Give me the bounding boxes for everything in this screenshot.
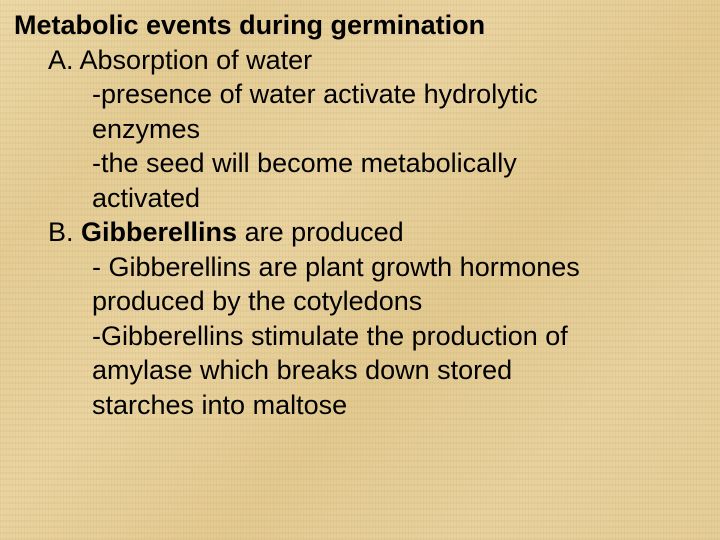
text-run: -Gibberellins stimulate the production o… <box>92 321 568 351</box>
outline-subitem: activated <box>14 181 706 216</box>
outline-subitem: amylase which breaks down stored <box>14 353 706 388</box>
text-run: amylase which breaks down stored <box>92 355 512 385</box>
text-run: activated <box>92 183 200 213</box>
text-run: produced by the cotyledons <box>92 286 422 316</box>
outline-item-a: A. Absorption of water <box>14 43 706 78</box>
text-run: -the seed will become metabolically <box>92 148 517 178</box>
text-run: enzymes <box>92 114 200 144</box>
outline-subitem: produced by the cotyledons <box>14 284 706 319</box>
text-run: -presence of water activate hydrolytic <box>92 79 538 109</box>
outline-subitem: -the seed will become metabolically <box>14 146 706 181</box>
outline-subitem: starches into maltose <box>14 388 706 423</box>
slide-content: Metabolic events during germination A. A… <box>0 0 720 540</box>
text-run: are produced <box>237 217 404 247</box>
text-run: Metabolic events during germination <box>14 10 485 40</box>
outline-subitem: enzymes <box>14 112 706 147</box>
text-run-bold: Gibberellins <box>81 217 237 247</box>
text-run: - Gibberellins are plant growth hormones <box>92 252 580 282</box>
slide-title: Metabolic events during germination <box>14 8 706 43</box>
outline-item-b: B. Gibberellins are produced <box>14 215 706 250</box>
outline-subitem: - Gibberellins are plant growth hormones <box>14 250 706 285</box>
text-run: A. Absorption of water <box>48 45 312 75</box>
text-run: B. <box>48 217 81 247</box>
outline-subitem: -Gibberellins stimulate the production o… <box>14 319 706 354</box>
text-run: starches into maltose <box>92 390 347 420</box>
outline-subitem: -presence of water activate hydrolytic <box>14 77 706 112</box>
